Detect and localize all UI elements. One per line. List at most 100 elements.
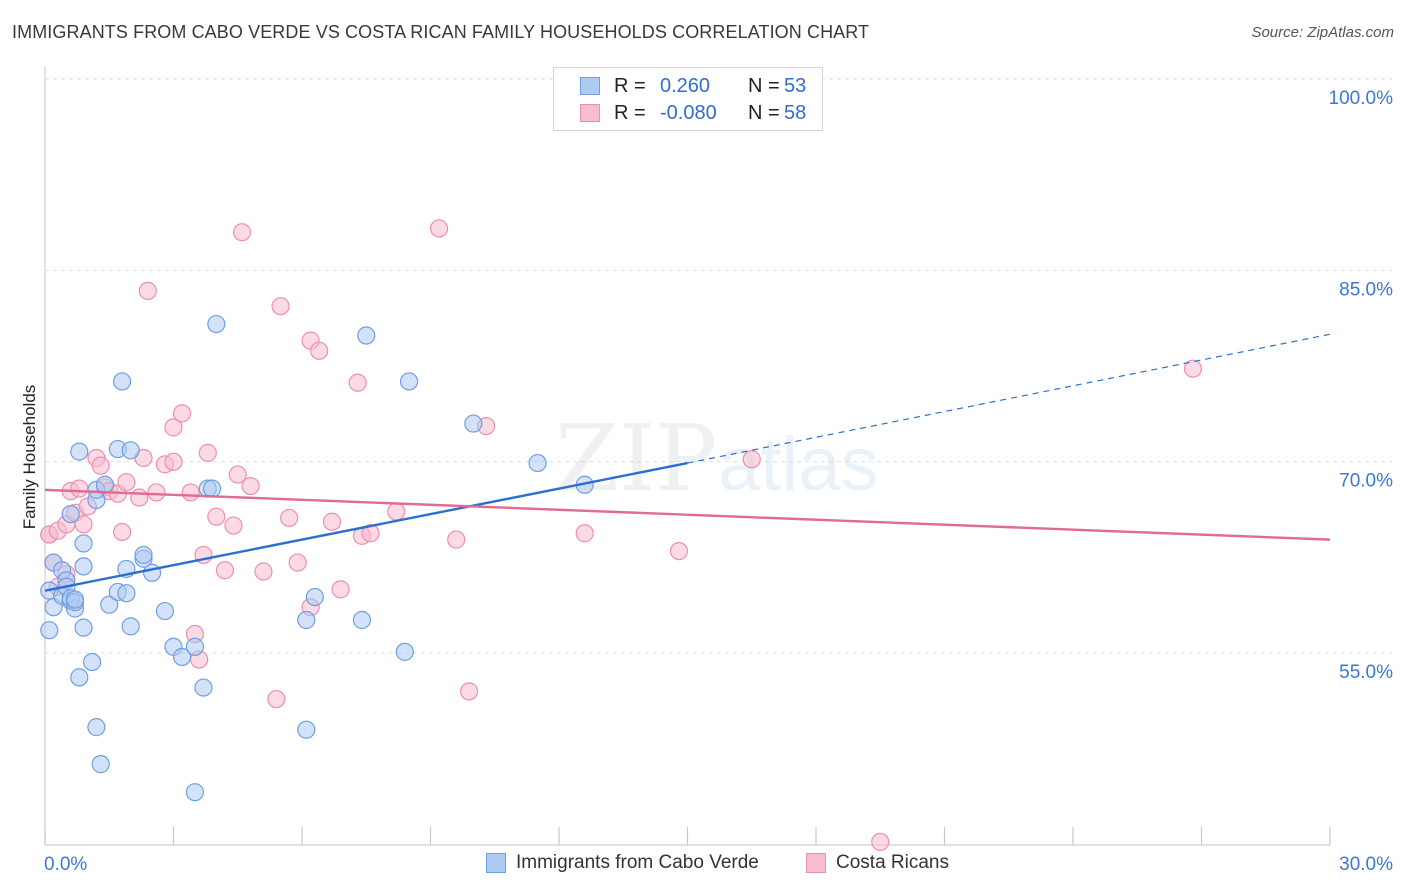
costa-rican-point: [207, 507, 226, 526]
costa-rican-point: [224, 516, 243, 535]
series-legend-label: Costa Ricans: [836, 852, 949, 873]
costa-rican-point: [164, 452, 183, 471]
cabo-verde-point: [134, 545, 153, 565]
cabo-verde-point: [297, 610, 316, 630]
costa-rican-point: [575, 524, 594, 543]
costa-rican-point: [387, 502, 406, 521]
cabo-verde-points: [40, 314, 594, 802]
costa-rican-point: [310, 341, 329, 360]
legend-n-value: 53: [784, 74, 807, 97]
watermark: ZIP atlas: [555, 405, 879, 512]
cabo-verde-point: [357, 326, 376, 345]
costa-rican-point: [742, 450, 761, 469]
y-tick-label: 100.0%: [1329, 88, 1394, 109]
costa-rican-point: [271, 297, 290, 316]
source-credit: Source: ZipAtlas.com: [1251, 24, 1394, 41]
cabo-verde-point: [352, 610, 372, 630]
costa-rican-point: [70, 479, 89, 498]
cabo-verde-point: [185, 783, 205, 802]
y-tick-label: 85.0%: [1339, 279, 1393, 300]
costa-rican-point: [447, 530, 466, 549]
y-axis-label: Family Households: [20, 385, 39, 530]
legend-row-pink: R = -0.080 N = 58: [580, 102, 806, 124]
trend-lines: [44, 333, 1331, 592]
costa-rican-point: [254, 562, 273, 581]
costa-rican-point: [215, 561, 234, 580]
legend-r-value: 0.260: [660, 74, 711, 97]
costa-rican-point: [1183, 359, 1203, 378]
cabo-verde-point: [305, 587, 324, 607]
cabo-verde-trend-line: [44, 461, 688, 592]
series-swatch-pink: [806, 853, 826, 873]
cabo-verde-point: [207, 314, 226, 334]
costa-rican-point: [669, 541, 689, 561]
cabo-verde-point: [70, 668, 89, 687]
cabo-verde-point: [87, 718, 106, 737]
costa-rican-point: [198, 443, 217, 462]
cabo-verde-point: [40, 621, 59, 640]
cabo-verde-point: [74, 534, 93, 553]
cabo-verde-point: [202, 479, 222, 498]
x-tick-label: 0.0%: [44, 854, 87, 875]
watermark-atlas: atlas: [718, 422, 879, 507]
costa-rican-point: [871, 832, 890, 852]
cabo-verde-point: [61, 505, 80, 524]
cabo-verde-point: [185, 637, 205, 656]
legend-r-label: R =: [614, 74, 646, 97]
costa-rican-point: [172, 404, 192, 423]
axes: [44, 67, 1331, 846]
cabo-verde-point: [121, 617, 140, 636]
cabo-verde-point: [464, 414, 483, 433]
costa-rican-point: [361, 524, 380, 543]
costa-rican-point: [267, 689, 286, 709]
cabo-verde-point: [528, 453, 547, 473]
cabo-verde-point: [100, 595, 119, 614]
cabo-verde-point: [194, 678, 213, 697]
costa-rican-point: [288, 553, 307, 572]
costa-rican-trend-line: [44, 488, 1331, 541]
costa-rican-point: [91, 456, 110, 475]
legend-r-value: -0.080: [660, 101, 717, 124]
series-swatch-blue: [486, 853, 506, 873]
costa-rican-point: [147, 483, 166, 502]
tick-labels: 100.0% 85.0% 70.0% 55.0% 0.0% 30.0%: [44, 88, 1393, 875]
costa-ricans-points: [40, 219, 1203, 852]
cabo-verde-point: [65, 590, 85, 609]
costa-rican-point: [117, 473, 136, 492]
costa-rican-point: [112, 522, 132, 542]
costa-rican-point: [322, 512, 342, 531]
costa-rican-point: [280, 508, 299, 528]
cabo-verde-point: [155, 601, 175, 621]
y-tick-label: 55.0%: [1339, 662, 1393, 683]
legend-n-label: N =: [748, 74, 780, 97]
cabo-verde-point: [74, 618, 93, 637]
costa-rican-point: [348, 373, 367, 392]
cabo-verde-point: [83, 652, 102, 672]
cabo-verde-point: [399, 372, 419, 391]
cabo-verde-point: [117, 584, 136, 603]
costa-rican-point: [429, 219, 449, 238]
y-tick-label: 70.0%: [1339, 471, 1393, 492]
cabo-verde-point: [112, 372, 132, 391]
cabo-verde-point: [395, 642, 414, 661]
costa-rican-point: [164, 418, 183, 437]
series-legend-item-pink[interactable]: Costa Ricans: [806, 852, 949, 874]
legend-swatch-blue: [580, 77, 600, 95]
costa-rican-point: [138, 281, 157, 300]
cabo-verde-point: [70, 442, 89, 461]
cabo-verde-point: [74, 557, 93, 576]
costa-rican-point: [228, 465, 247, 484]
costa-rican-point: [74, 515, 93, 534]
chart-title: IMMIGRANTS FROM CABO VERDE VS COSTA RICA…: [12, 22, 870, 42]
costa-rican-point: [241, 476, 260, 496]
costa-rican-point: [130, 488, 149, 507]
costa-rican-point: [459, 682, 479, 701]
legend-r-label: R =: [614, 101, 646, 124]
costa-rican-point: [181, 483, 200, 502]
cabo-verde-point: [172, 647, 192, 667]
cabo-verde-point: [121, 441, 140, 460]
series-legend-item-blue[interactable]: Immigrants from Cabo Verde: [486, 852, 759, 874]
series-legend: Immigrants from Cabo Verde Costa Ricans: [0, 852, 1406, 876]
cabo-verde-point: [142, 563, 162, 582]
